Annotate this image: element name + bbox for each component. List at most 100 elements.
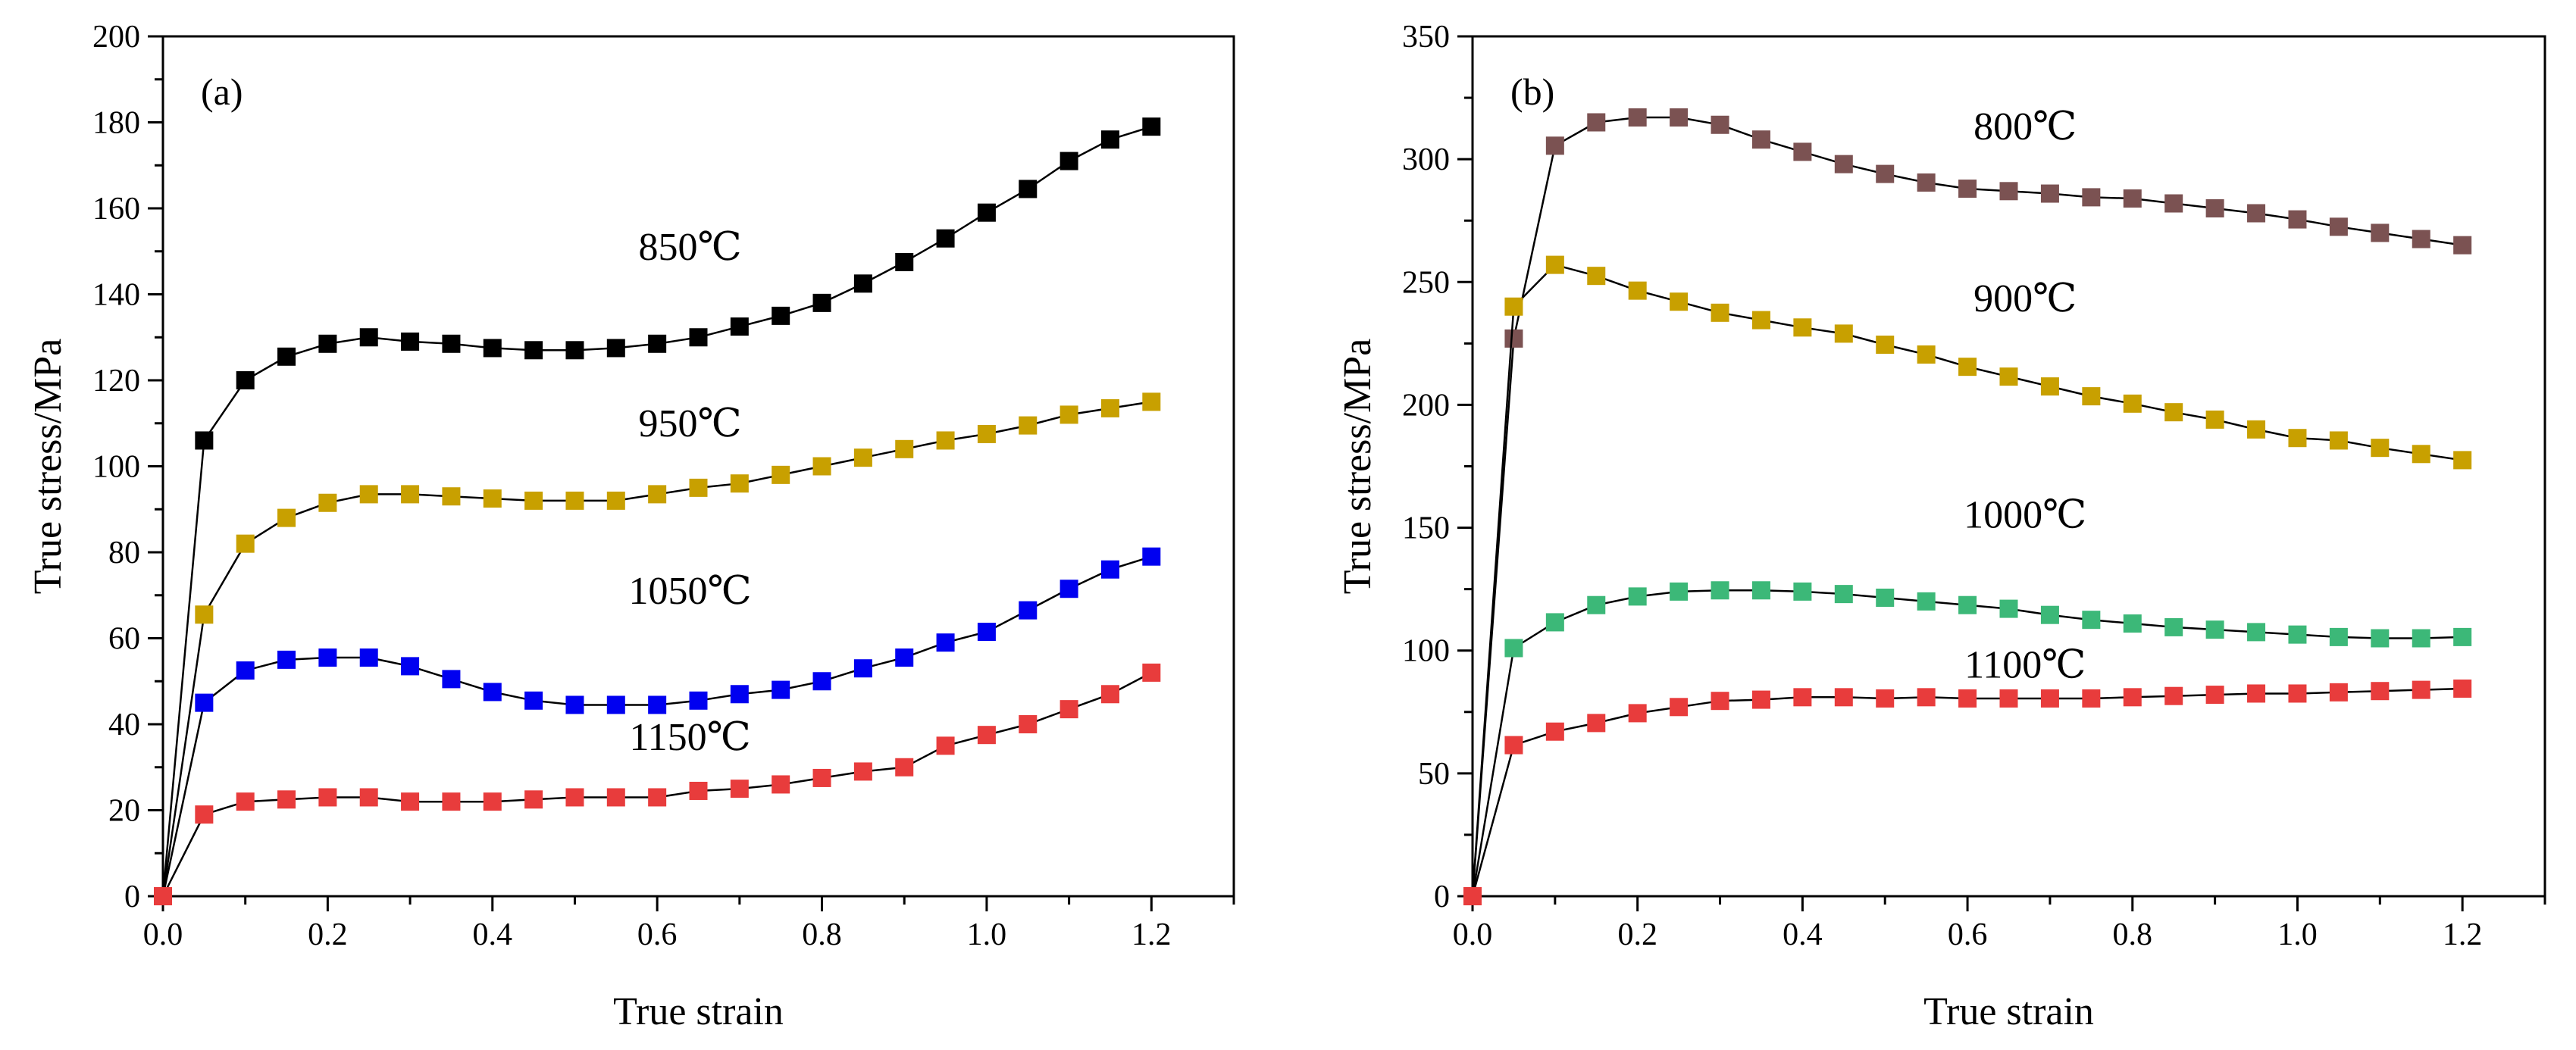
data-point-marker [1628,587,1647,606]
data-point-marker [1958,180,1977,198]
data-point-marker [2205,410,2224,429]
data-point-marker [2453,451,2472,470]
data-point-marker [1711,692,1729,711]
data-point-marker [1019,715,1038,733]
data-point-marker [606,695,625,714]
x-axis-title: True strain [1923,990,2094,1033]
data-point-marker [483,339,502,358]
data-point-marker [1876,689,1895,708]
data-point-marker [1142,117,1161,136]
data-point-marker [401,657,420,676]
x-tick-label: 0.0 [143,917,183,952]
data-point-marker [1793,688,1812,707]
chart-panel-b: 0.0 0.2 0.4 0.6 0.8 1.0 1.2 0 50 100 150 200 250 300 3… [1336,20,2546,1033]
series-2: 1000℃ [1463,494,2472,905]
data-point-marker [1504,639,1523,658]
y-tick-label: 50 [1418,757,1450,792]
data-point-marker [1793,582,1812,601]
data-point-marker [565,341,584,360]
data-point-marker [442,334,461,353]
data-point-marker [1100,685,1119,704]
data-point-marker [1917,173,1936,192]
data-point-marker [853,762,872,781]
data-point-marker [1628,108,1647,127]
x-tick-label: 0.2 [1617,917,1657,952]
y-tick-label: 80 [108,536,140,570]
series-label: 950℃ [639,402,742,445]
series-label: 1100℃ [1964,643,2086,686]
data-point-marker [1958,358,1977,377]
data-point-marker [1999,182,2018,201]
data-point-marker [689,691,708,710]
x-tick-label: 0.2 [308,917,348,952]
series-0: 800℃ [1463,105,2472,905]
data-point-marker [1060,405,1078,424]
data-point-marker [1793,318,1812,337]
data-point-marker [2205,620,2224,639]
data-point-marker [442,670,461,689]
data-point-marker [2123,614,2142,633]
data-point-marker [1670,292,1689,311]
data-point-marker [606,788,625,807]
data-point-marker [1711,581,1729,600]
data-point-marker [2164,686,2183,705]
y-tick-label: 100 [1402,634,1450,669]
data-point-marker [2412,629,2430,648]
data-point-marker [853,274,872,293]
series-label: 1150℃ [630,716,751,759]
y-tick-label: 250 [1402,265,1450,300]
series-1: 950℃ [154,392,1161,905]
data-point-marker [1587,267,1606,286]
data-point-marker [2329,627,2348,646]
data-point-marker [1670,108,1689,127]
x-tick-label: 0.6 [1948,917,1988,952]
data-point-marker [2371,223,2390,242]
data-point-marker [1834,688,1853,707]
data-point-marker [1628,704,1647,723]
data-point-marker [1504,297,1523,316]
data-point-marker [318,334,337,353]
data-point-marker [359,485,378,504]
data-point-marker [2371,439,2390,458]
y-tick-label: 40 [108,708,140,742]
data-point-marker [1834,155,1853,173]
data-point-marker [2082,689,2101,708]
data-point-marker [2453,627,2472,646]
data-point-marker [2247,623,2266,642]
data-point-marker [812,293,831,312]
data-point-marker [359,328,378,347]
data-point-marker [2082,611,2101,630]
data-point-marker [318,493,337,512]
data-point-marker [648,695,667,714]
data-point-marker [1545,136,1564,155]
data-point-marker [2412,230,2430,248]
data-point-marker [1100,560,1119,579]
data-point-marker [1958,689,1977,708]
data-point-marker [1751,581,1770,600]
data-point-marker [524,341,543,360]
data-point-marker [1587,714,1606,733]
y-tick-label: 20 [108,794,140,829]
data-point-marker [936,229,955,248]
plot-frame [1471,35,2546,898]
data-point-marker [977,622,996,641]
y-axis-title: True stress/MPa [27,339,70,595]
data-point-marker [483,489,502,508]
data-point-marker [565,695,584,714]
data-point-marker [277,650,296,669]
data-point-marker [895,439,914,458]
data-point-marker [1142,547,1161,566]
data-point-marker [2040,377,2059,396]
series-label: 800℃ [1973,105,2077,148]
data-point-marker [2329,217,2348,236]
data-point-marker [853,659,872,678]
data-point-marker [2453,236,2472,255]
data-point-marker [2288,429,2307,448]
data-point-marker [195,431,214,450]
data-point-marker [1142,392,1161,411]
data-point-marker [2123,189,2142,208]
series-3: 1150℃ [154,663,1161,905]
x-tick-label: 0.8 [802,917,842,952]
x-tick-label: 0.6 [637,917,678,952]
